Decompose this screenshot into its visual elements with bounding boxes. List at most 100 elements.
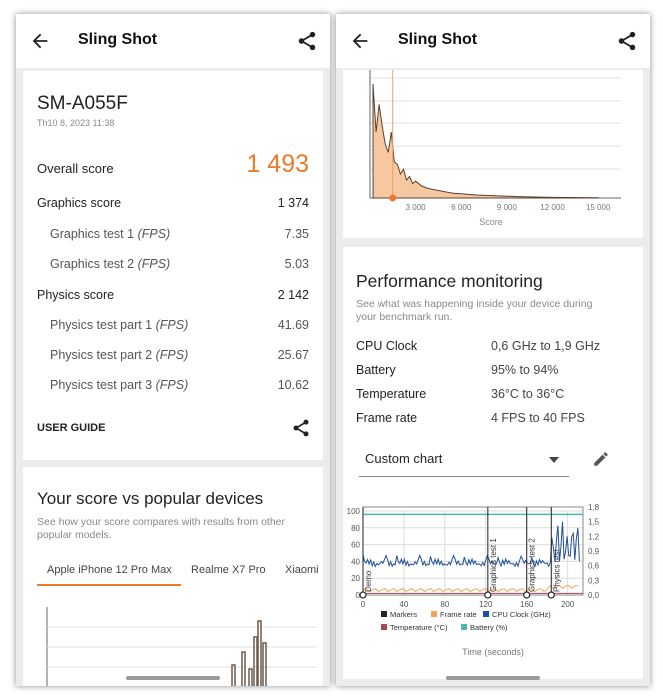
compare-bar	[257, 620, 262, 686]
your-score-dot	[389, 194, 397, 202]
physics-test-1-name: Physics test part 1	[50, 318, 153, 332]
perf-plot-frame	[362, 506, 584, 596]
legend-label: Temperature (°C)	[390, 623, 448, 632]
test-marker-label: Graphics test 2	[528, 538, 537, 592]
right-phone-screen: Sling Shot 3 000 6 000 9 000 12 000 15 000 S…	[336, 14, 650, 686]
graphics-test-2-unit: (FPS)	[137, 257, 171, 271]
graphics-test-1-value: 7.35	[284, 227, 309, 241]
legend-label: Frame rate	[440, 610, 477, 619]
device-tab-iphone[interactable]: Apple iPhone 12 Pro Max	[47, 564, 172, 576]
perf-x-tick: 40	[399, 600, 408, 609]
legend-label: Markers	[390, 610, 417, 619]
distribution-tick-label: 9 000	[497, 203, 518, 212]
metric-cpu-label: CPU Clock	[356, 339, 418, 353]
graphics-test-1-label: Graphics test 1 (FPS)	[50, 227, 170, 241]
perf-y-left-tick: 20	[351, 574, 360, 583]
physics-test-2-name: Physics test part 2	[50, 348, 153, 362]
test-date: Th10 8, 2023 11:38	[37, 118, 115, 128]
physics-test-3-label: Physics test part 3 (FPS)	[50, 378, 188, 392]
chart-type-select[interactable]: Custom chart	[359, 443, 569, 477]
time-axis-label: Time (seconds)	[462, 647, 524, 657]
back-arrow-icon[interactable]	[349, 30, 371, 52]
legend-swatch	[381, 624, 387, 630]
popular-devices-chart	[46, 607, 317, 686]
perf-y-left-tick: 100	[347, 507, 361, 516]
score-distribution-card: 3 000 6 000 9 000 12 000 15 000 Score	[343, 70, 643, 238]
chart-type-value: Custom chart	[365, 451, 443, 466]
share-icon[interactable]	[616, 30, 638, 52]
physics-test-1-label: Physics test part 1 (FPS)	[50, 318, 188, 332]
perf-x-tick: 0	[361, 600, 366, 609]
perf-y-left-tick: 60	[351, 541, 360, 550]
score-distribution-chart: 3 000 6 000 9 000 12 000 15 000 Score	[369, 70, 621, 227]
dropdown-arrow-icon	[549, 457, 559, 463]
metric-framerate-value: 4 FPS to 40 FPS	[491, 411, 585, 425]
compare-bar	[262, 642, 267, 686]
edit-pencil-icon[interactable]	[592, 450, 610, 468]
graphics-test-1-name: Graphics test 1	[50, 227, 135, 241]
perf-x-tick: 200	[561, 600, 575, 609]
legend-label: CPU Clock (GHz)	[492, 610, 551, 619]
physics-test-1-value: 41.69	[277, 318, 309, 332]
test-marker-label: Graphics test 1	[489, 538, 498, 592]
cpu-clock-line	[362, 521, 580, 569]
performance-chart: Demo Graphics test 1 Graphics test 2 Physic…	[347, 503, 600, 657]
frame-rate-line	[362, 584, 578, 593]
gesture-nav-bar[interactable]	[446, 676, 540, 680]
device-tab-realme[interactable]: Realme X7 Pro	[191, 564, 266, 576]
metric-battery-label: Battery	[356, 363, 396, 377]
graphics-test-1-unit: (FPS)	[137, 227, 171, 241]
legend-label: Battery (%)	[470, 623, 508, 632]
legend-swatch	[461, 624, 467, 630]
distribution-x-label: Score	[479, 217, 503, 227]
legend-swatch	[431, 611, 437, 617]
share-result-icon[interactable]	[291, 418, 311, 438]
perf-y-right-tick: 0,3	[588, 576, 600, 585]
distribution-tick-label: 12 000	[540, 203, 565, 212]
device-tab-xiaomi[interactable]: Xiaomi	[285, 564, 319, 576]
metric-temperature-value: 36°C to 36°C	[491, 387, 565, 401]
score-card: SM-A055F Th10 8, 2023 11:38 Overall scor…	[23, 71, 323, 460]
perf-y-right-tick: 0,6	[588, 562, 600, 571]
graphics-test-2-value: 5.03	[284, 257, 309, 271]
compare-bar	[248, 668, 253, 686]
share-icon[interactable]	[296, 30, 318, 52]
distribution-area	[372, 83, 599, 199]
physics-test-3-value: 10.62	[277, 378, 309, 392]
perf-x-tick: 160	[520, 600, 534, 609]
test-marker-dot	[484, 591, 492, 599]
legend-swatch	[483, 611, 489, 617]
physics-score-label: Physics score	[37, 288, 115, 302]
back-arrow-icon[interactable]	[29, 30, 51, 52]
test-marker-dot	[523, 591, 531, 599]
top-app-bar: Sling Shot	[336, 14, 650, 68]
test-marker-label: Physics test	[552, 549, 561, 592]
graphics-test-2-label: Graphics test 2 (FPS)	[50, 257, 170, 271]
perf-x-tick: 80	[440, 600, 449, 609]
graphics-score-label: Graphics score	[37, 196, 122, 210]
perf-y-right-tick: 1,8	[588, 503, 600, 512]
physics-test-3-unit: (FPS)	[155, 378, 189, 392]
compare-title: Your score vs popular devices	[37, 489, 264, 508]
metric-framerate-label: Frame rate	[356, 411, 418, 425]
gesture-nav-bar[interactable]	[126, 676, 220, 680]
test-marker-dot	[547, 591, 555, 599]
user-guide-link[interactable]: USER GUIDE	[37, 422, 106, 434]
physics-test-2-label: Physics test part 2 (FPS)	[50, 348, 188, 362]
perf-y-right-tick: 0,9	[588, 547, 600, 556]
legend-swatch	[381, 611, 387, 617]
metric-temperature-label: Temperature	[356, 387, 427, 401]
device-name: SM-A055F	[37, 93, 128, 114]
physics-test-2-value: 25.67	[277, 348, 309, 362]
perf-y-right-tick: 1,5	[588, 518, 600, 527]
metric-battery-value: 95% to 94%	[491, 363, 559, 377]
perf-y-right-tick: 1,2	[588, 532, 600, 541]
performance-title: Performance monitoring	[356, 271, 543, 291]
test-marker-dot	[359, 591, 367, 599]
distribution-tick-label: 3 000	[406, 203, 427, 212]
physics-test-1-unit: (FPS)	[155, 318, 189, 332]
graphics-test-2-name: Graphics test 2	[50, 257, 135, 271]
page-title: Sling Shot	[78, 31, 158, 48]
top-app-bar: Sling Shot	[16, 14, 330, 68]
overall-score-label: Overall score	[37, 161, 114, 176]
